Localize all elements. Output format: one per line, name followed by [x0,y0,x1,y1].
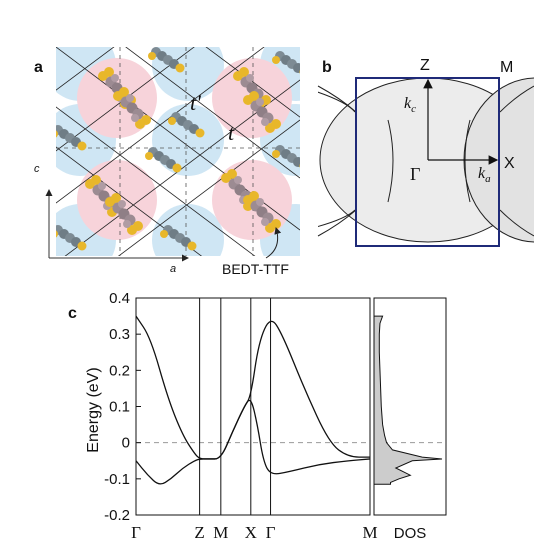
adjacent-fermi-surface [499,209,534,237]
ka-label: ka [478,165,491,185]
panel-a-label: a [34,59,43,76]
point-Z: Z [420,57,430,74]
point-Gamma: Γ [410,164,420,184]
k-tick-label: Γ [266,523,276,542]
y-tick-label: -0.1 [104,471,130,488]
y-axis-label: Energy (eV) [85,367,102,452]
k-tick-label: X [245,523,257,542]
panel-b-label: b [322,59,332,76]
band-line-2 [135,399,371,485]
k-vector-arrows [423,78,499,165]
molecule-label: BEDT-TTF [222,261,289,277]
dos-label: DOS [394,525,427,542]
band-structure-plot: Γ Z M X Γ M0.40.30.20.10-0.1-0.2 [104,290,377,542]
y-tick-label: 0 [122,435,130,452]
y-tick-label: -0.2 [104,507,130,524]
y-tick-label: 0.4 [109,290,130,307]
kc-label: kc [404,95,416,115]
unit-cell-guides [56,47,300,256]
k-tick-label: M [213,523,228,542]
band-line-1 [135,315,370,460]
point-M: M [500,59,513,76]
molecule-pointer-arrow [265,227,282,259]
k-tick-label: Z [194,523,204,542]
adjacent-fermi-surface [499,85,534,113]
hopping-t-label: t [228,120,235,145]
y-tick-label: 0.3 [109,326,130,343]
adjacent-fermi-surface [317,85,357,113]
dos-plot [373,297,447,516]
panel-c-label: c [68,305,77,322]
y-tick-label: 0.1 [109,399,130,416]
dos-curve [373,315,443,485]
point-X: X [504,155,515,172]
molecule-template [0,0,19,21]
k-tick-label: M [362,523,377,542]
molecule-template-blue [0,0,17,13]
axis-a-label: a [170,263,176,275]
y-tick-label: 0.2 [109,362,130,379]
k-tick-label: Γ [131,523,141,542]
first-brillouin-zone [355,77,500,247]
adjacent-fermi-surface [317,209,357,237]
axis-c-label: c [34,163,40,175]
hopping-tprime-label: t' [190,90,201,115]
lattice-axes [45,189,189,262]
